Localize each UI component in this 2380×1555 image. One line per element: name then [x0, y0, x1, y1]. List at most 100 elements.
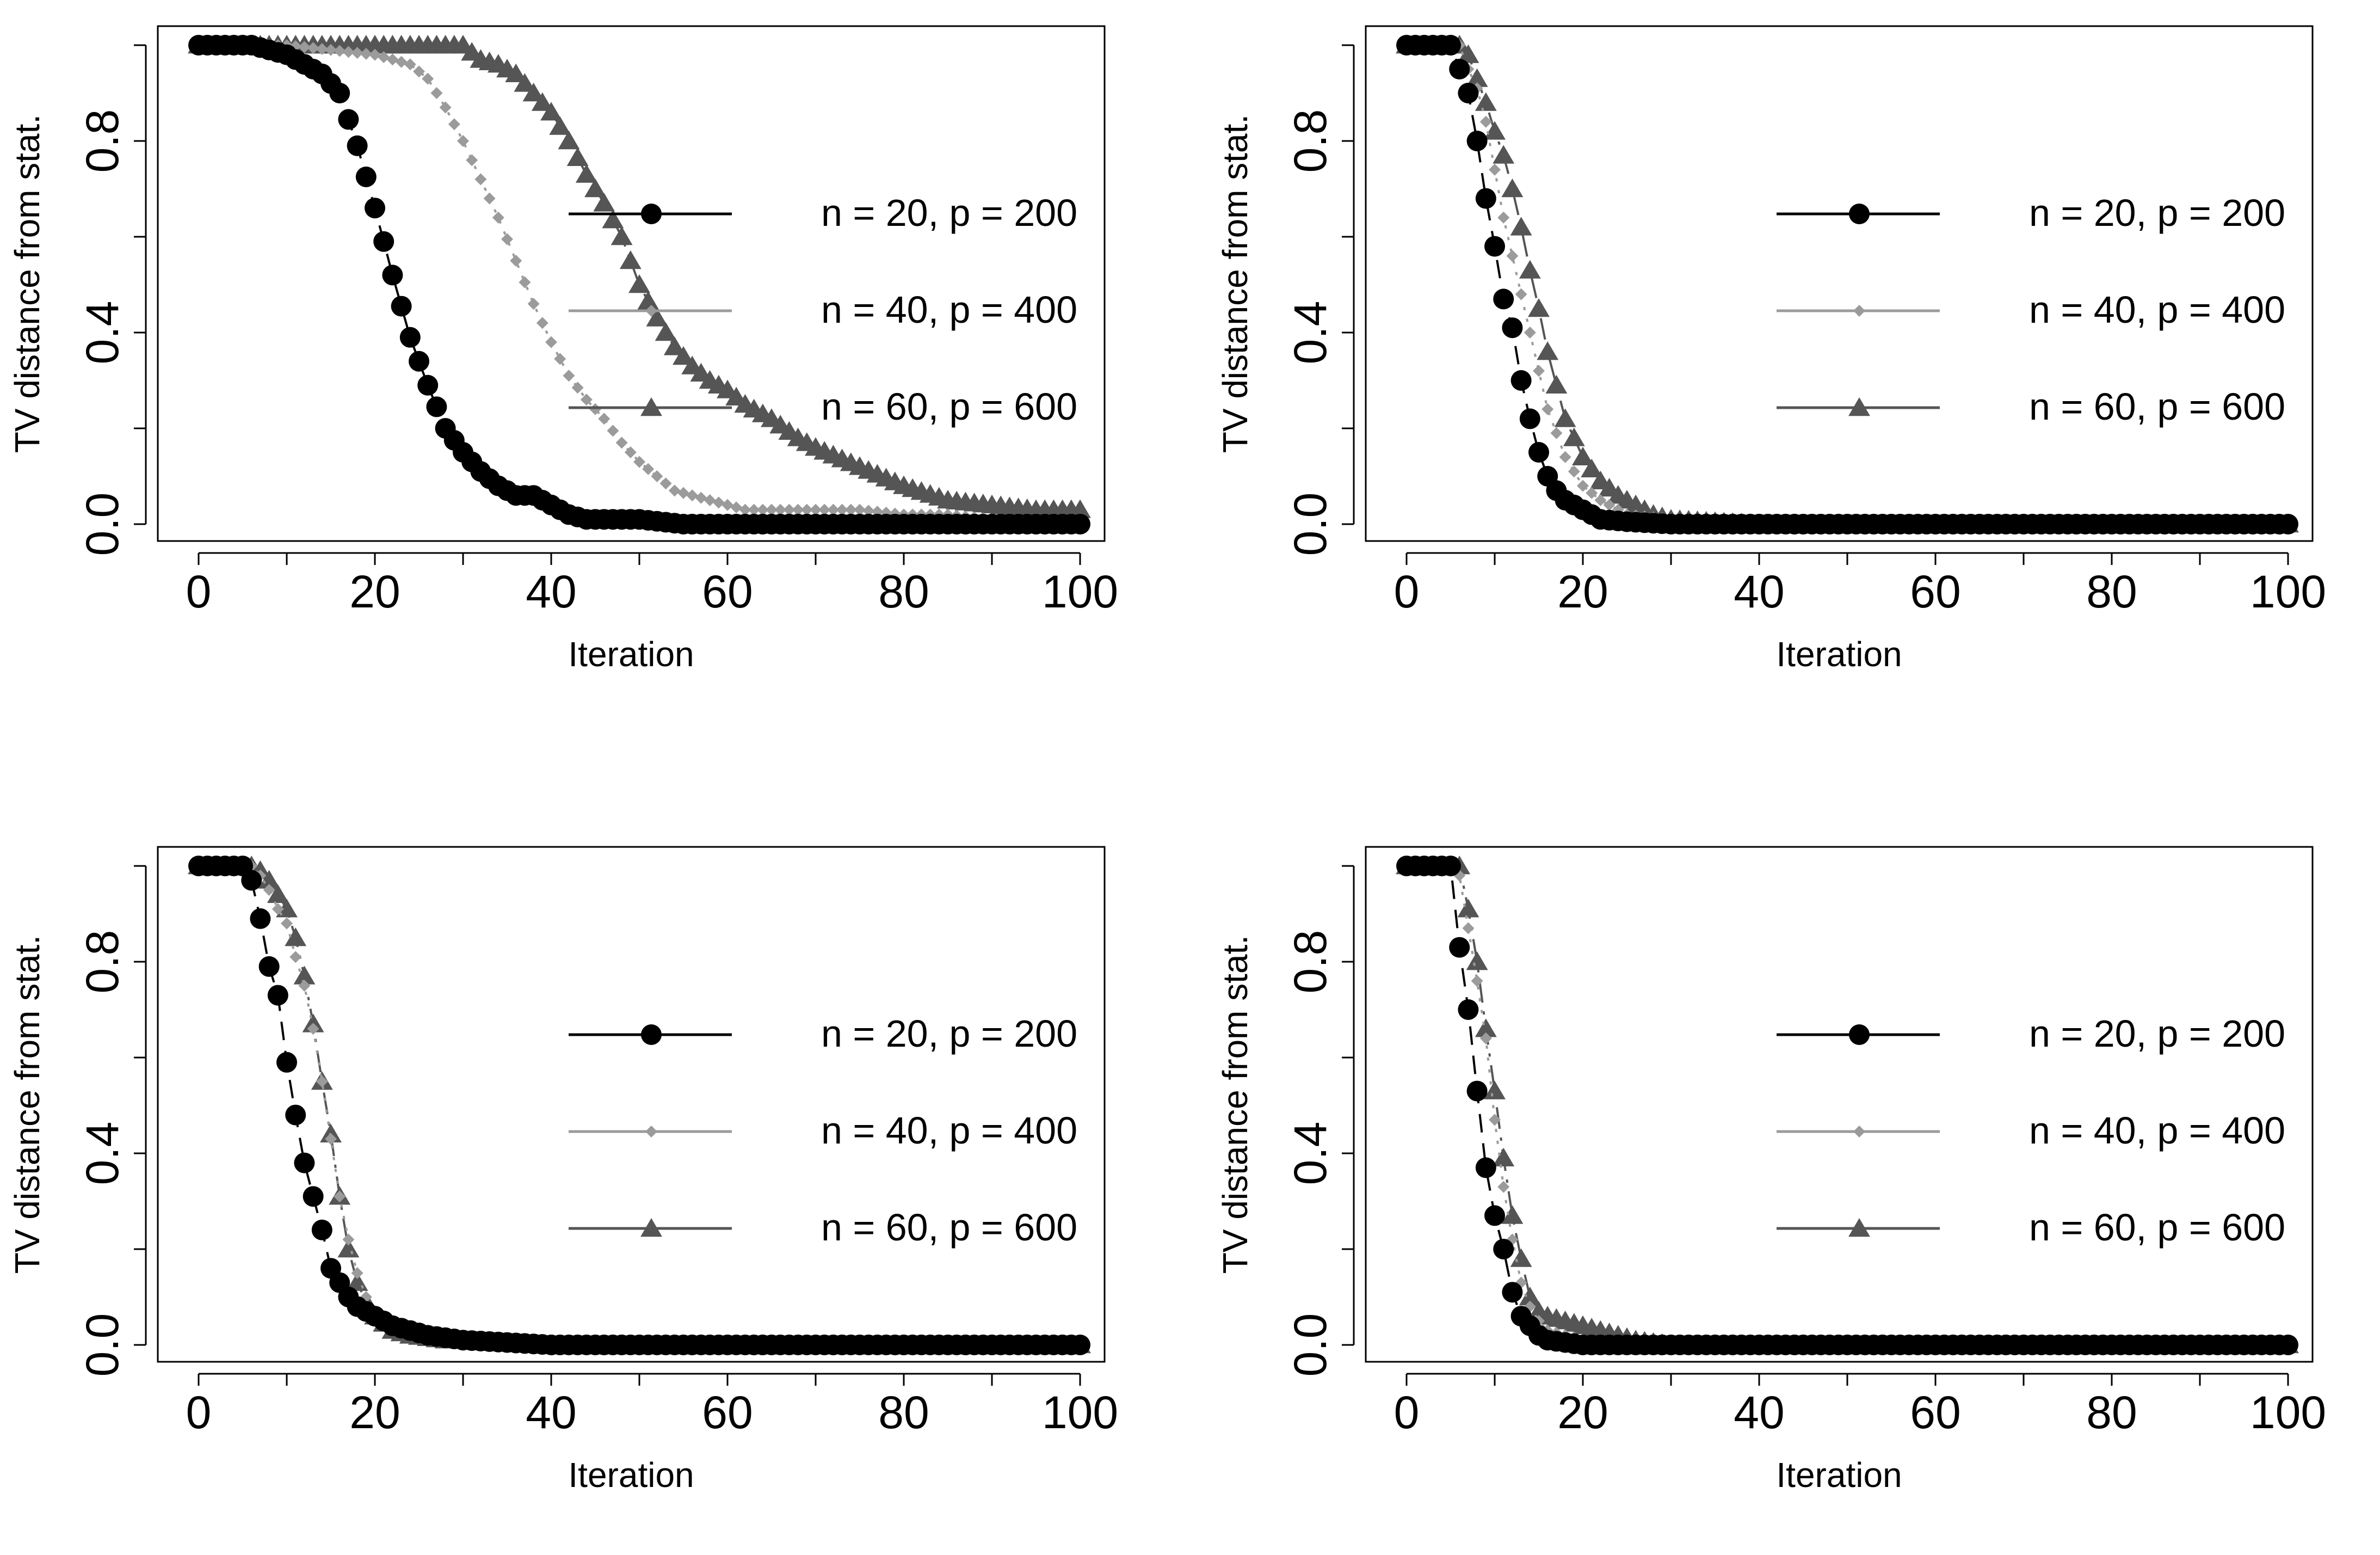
data-point	[1510, 370, 1532, 391]
y-tick-label: 0.4	[1285, 1122, 1336, 1185]
y-tick-label: 0.0	[1285, 1313, 1336, 1377]
data-point	[1501, 1205, 1524, 1224]
y-tick-label: 0.4	[1285, 301, 1336, 365]
data-point	[355, 167, 377, 187]
data-point	[1070, 514, 1090, 534]
y-tick-label: 0.4	[77, 1122, 128, 1185]
data-point	[1559, 451, 1571, 463]
data-point	[2278, 514, 2298, 534]
plot-frame	[157, 846, 1106, 1363]
y-tick-label: 0.8	[1285, 109, 1336, 173]
data-point	[1449, 59, 1470, 79]
x-tick-label: 100	[1042, 566, 1118, 617]
legend: n = 20, p = 200 n = 40, p = 400 n = 60, p …	[569, 1012, 1077, 1249]
x-tick-label: 60	[1910, 1387, 1960, 1438]
data-point	[258, 870, 280, 889]
data-point	[285, 927, 307, 946]
data-point	[1577, 480, 1589, 492]
x-tick-label: 20	[1557, 566, 1608, 617]
data-point	[748, 503, 760, 516]
data-point	[1545, 374, 1568, 394]
data-point	[1568, 465, 1580, 478]
data-point	[1586, 487, 1598, 499]
data-point	[439, 101, 452, 114]
data-point	[1484, 121, 1506, 140]
legend-marker	[640, 397, 662, 416]
legend: n = 20, p = 200 n = 40, p = 400 n = 60, p …	[1777, 1012, 2285, 1249]
x-tick-label: 20	[1557, 1387, 1608, 1438]
data-point	[501, 233, 513, 245]
data-point	[575, 164, 597, 183]
legend-label: n = 40, p = 400	[821, 1109, 1077, 1152]
data-point	[1489, 163, 1501, 176]
data-point	[334, 45, 346, 57]
data-point	[686, 489, 699, 502]
data-point	[531, 92, 553, 111]
data-point	[448, 118, 460, 131]
x-tick-label: 40	[526, 1387, 576, 1438]
data-point	[342, 46, 355, 58]
data-point	[1493, 1239, 1514, 1259]
data-point	[399, 327, 421, 348]
data-point	[1458, 999, 1479, 1020]
data-point	[1497, 1181, 1510, 1193]
legend-marker	[1853, 1126, 1865, 1138]
legend-marker	[641, 1024, 662, 1045]
data-point	[836, 503, 848, 516]
data-point	[241, 870, 262, 891]
y-tick-label: 0.4	[77, 301, 128, 365]
x-tick-label: 40	[1734, 1387, 1784, 1438]
data-point	[258, 956, 280, 977]
data-point	[844, 503, 857, 516]
data-point	[545, 336, 557, 348]
data-point	[1502, 1282, 1523, 1303]
data-point	[668, 484, 681, 497]
data-point	[267, 884, 289, 903]
legend: n = 20, p = 200 n = 40, p = 400 n = 60, p …	[1777, 192, 2285, 428]
data-point	[466, 154, 478, 167]
data-point	[519, 276, 531, 288]
data-point	[1493, 145, 1515, 164]
data-point	[365, 198, 385, 219]
x-tick-label: 0	[1394, 566, 1420, 617]
data-point	[1479, 1032, 1492, 1044]
data-point	[1542, 403, 1554, 415]
data-point	[413, 65, 425, 78]
data-point	[615, 437, 628, 449]
data-point	[285, 1104, 306, 1126]
data-point	[395, 56, 408, 68]
data-point	[1471, 975, 1483, 987]
legend-label: n = 40, p = 400	[2029, 1109, 2285, 1152]
data-point	[810, 503, 822, 516]
x-tick-label: 0	[186, 1387, 212, 1438]
series-group	[188, 856, 1091, 1355]
data-point	[536, 317, 548, 329]
plot-frame	[1365, 846, 2314, 1363]
data-point	[619, 250, 642, 269]
y-tick-label: 0.8	[77, 930, 128, 994]
y-tick-label: 0.8	[1285, 930, 1336, 994]
data-point	[611, 226, 633, 245]
data-point	[267, 985, 288, 1006]
data-point	[589, 403, 601, 415]
data-point	[483, 192, 496, 205]
data-point	[1528, 298, 1550, 317]
data-point	[1489, 1114, 1501, 1126]
data-point	[1462, 922, 1475, 935]
data-point	[391, 296, 412, 317]
data-point	[593, 193, 615, 212]
chart-panel-1: 0 20 40 60 80 100 Iteration 0.0 0.4 0.8 TV distanc…	[8, 25, 1118, 674]
data-point	[1070, 1335, 1090, 1355]
data-point	[1533, 365, 1545, 377]
x-tick-label: 100	[2250, 1387, 2326, 1438]
data-point	[800, 503, 813, 516]
data-point	[642, 463, 655, 475]
x-tick-label: 40	[1734, 566, 1784, 617]
x-tick-label: 20	[349, 1387, 400, 1438]
chart-panel-2: 0 20 40 60 80 100 Iteration 0.0 0.4 0.8 TV distanc…	[1216, 25, 2326, 674]
data-point	[351, 1267, 363, 1279]
data-point	[373, 231, 394, 252]
data-point	[457, 135, 469, 147]
legend-marker	[641, 204, 662, 224]
